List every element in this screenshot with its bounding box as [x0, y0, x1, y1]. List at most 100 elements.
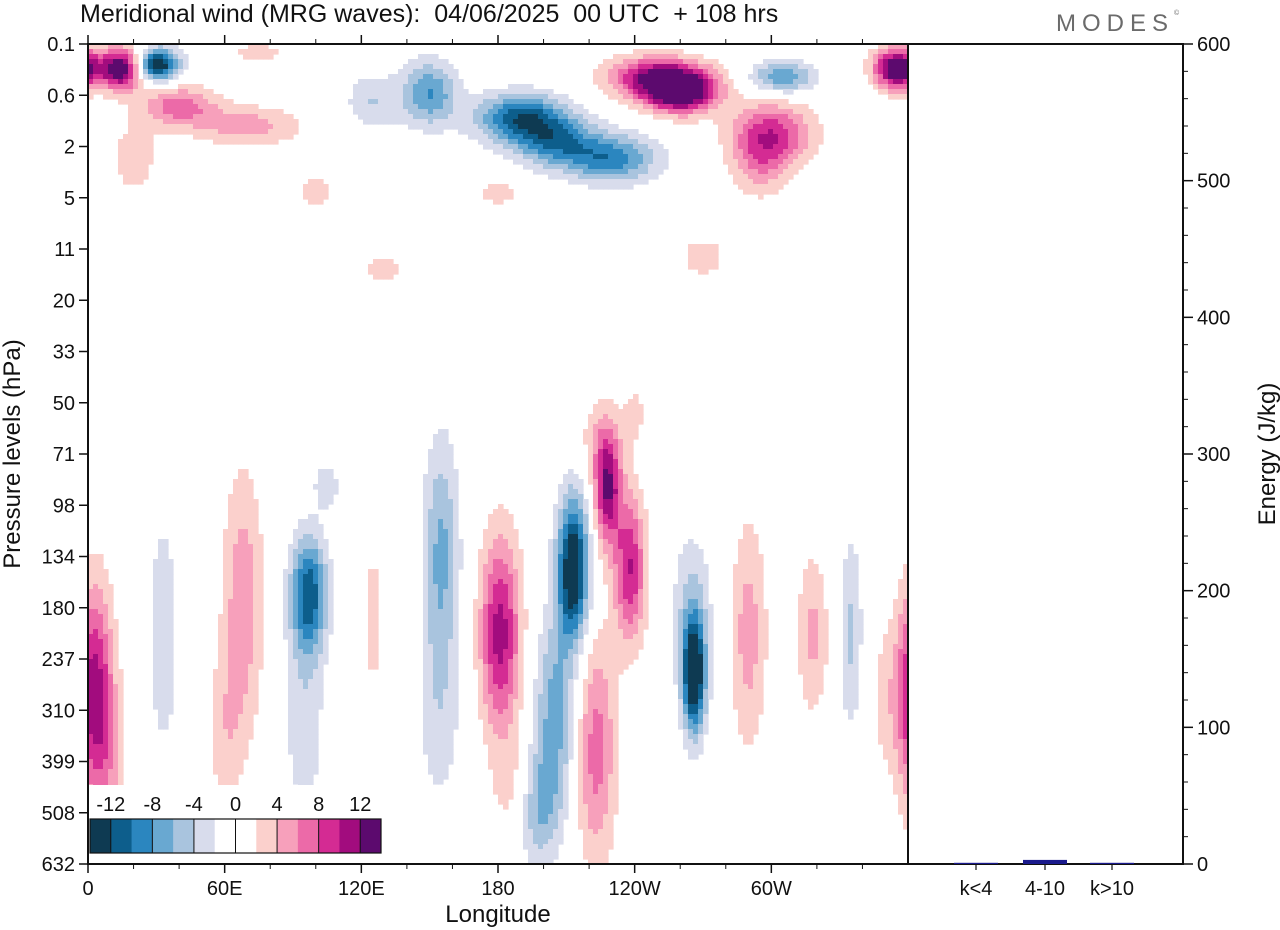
heatmap-cell: [608, 404, 614, 410]
heatmap-cell: [183, 129, 189, 135]
heatmap-cell: [163, 579, 169, 585]
heatmap-cell: [508, 119, 514, 125]
heatmap-cell: [423, 79, 429, 85]
heatmap-cell: [443, 634, 449, 640]
heatmap-cell: [593, 459, 599, 465]
heatmap-cell: [733, 154, 739, 160]
heatmap-cell: [638, 414, 644, 420]
heatmap-cell: [123, 69, 129, 75]
heatmap-cell: [633, 149, 639, 155]
heatmap-cell: [283, 579, 289, 585]
heatmap-cell: [593, 509, 599, 515]
heatmap-cell: [798, 139, 804, 145]
heatmap-cell: [428, 659, 434, 665]
heatmap-cell: [808, 629, 814, 635]
heatmap-cell: [623, 474, 629, 480]
heatmap-cell: [593, 404, 599, 410]
heatmap-cell: [693, 584, 699, 590]
heatmap-cell: [508, 564, 514, 570]
heatmap-cell: [233, 619, 239, 625]
heatmap-cell: [478, 564, 484, 570]
heatmap-cell: [588, 559, 594, 565]
heatmap-cell: [523, 104, 529, 110]
heatmap-cell: [793, 59, 799, 65]
heatmap-cell: [248, 544, 254, 550]
heatmap-cell: [88, 619, 94, 625]
heatmap-cell: [738, 594, 744, 600]
heatmap-cell: [683, 564, 689, 570]
heatmap-cell: [563, 149, 569, 155]
heatmap-cell: [478, 554, 484, 560]
heatmap-cell: [748, 599, 754, 605]
heatmap-cell: [303, 539, 309, 545]
heatmap-cell: [603, 164, 609, 170]
heatmap-cell: [563, 559, 569, 565]
heatmap-cell: [223, 544, 229, 550]
heatmap-cell: [233, 564, 239, 570]
heatmap-cell: [588, 439, 594, 445]
heatmap-cell: [423, 614, 429, 620]
heatmap-cell: [528, 89, 534, 95]
heatmap-cell: [638, 179, 644, 185]
heatmap-cell: [318, 494, 324, 500]
heatmap-cell: [783, 59, 789, 65]
heatmap-cell: [613, 634, 619, 640]
heatmap-cell: [313, 184, 319, 190]
heatmap-cell: [623, 174, 629, 180]
heatmap-cell: [703, 644, 709, 650]
heatmap-cell: [643, 144, 649, 150]
heatmap-cell: [763, 179, 769, 185]
heatmap-cell: [568, 584, 574, 590]
heatmap-cell: [283, 589, 289, 595]
heatmap-cell: [488, 194, 494, 200]
heatmap-cell: [528, 84, 534, 90]
heatmap-cell: [628, 559, 634, 565]
heatmap-cell: [528, 109, 534, 115]
heatmap-cell: [643, 514, 649, 520]
heatmap-cell: [103, 69, 109, 75]
heatmap-cell: [233, 649, 239, 655]
heatmap-cell: [323, 189, 329, 195]
heatmap-cell: [598, 534, 604, 540]
heatmap-cell: [813, 604, 819, 610]
heatmap-cell: [513, 534, 519, 540]
heatmap-cell: [238, 494, 244, 500]
heatmap-cell: [568, 624, 574, 630]
heatmap-cell: [753, 74, 759, 80]
heatmap-cell: [678, 104, 684, 110]
heatmap-cell: [243, 469, 249, 475]
heatmap-cell: [298, 569, 304, 575]
heatmap-cell: [528, 149, 534, 155]
heatmap-cell: [588, 444, 594, 450]
heatmap-cell: [768, 179, 774, 185]
heatmap-cell: [638, 89, 644, 95]
heatmap-cell: [258, 129, 264, 135]
heatmap-cell: [603, 154, 609, 160]
heatmap-cell: [783, 114, 789, 120]
heatmap-cell: [573, 124, 579, 130]
heatmap-cell: [693, 659, 699, 665]
heatmap-cell: [673, 614, 679, 620]
heatmap-cell: [358, 79, 364, 85]
heatmap-cell: [543, 629, 549, 635]
heatmap-cell: [238, 519, 244, 525]
heatmap-cell: [128, 144, 134, 150]
heatmap-cell: [798, 659, 804, 665]
heatmap-cell: [653, 89, 659, 95]
heatmap-cell: [378, 84, 384, 90]
heatmap-cell: [613, 659, 619, 665]
heatmap-cell: [898, 589, 904, 595]
heatmap-cell: [503, 619, 509, 625]
heatmap-cell: [703, 99, 709, 105]
heatmap-cell: [558, 569, 564, 575]
heatmap-cell: [623, 439, 629, 445]
heatmap-cell: [133, 64, 139, 70]
heatmap-cell: [493, 524, 499, 530]
heatmap-cell: [478, 104, 484, 110]
heatmap-cell: [128, 174, 134, 180]
heatmap-cell: [123, 169, 129, 175]
heatmap-cell: [808, 614, 814, 620]
heatmap-cell: [628, 619, 634, 625]
heatmap-cell: [133, 94, 139, 100]
heatmap-cell: [533, 89, 539, 95]
